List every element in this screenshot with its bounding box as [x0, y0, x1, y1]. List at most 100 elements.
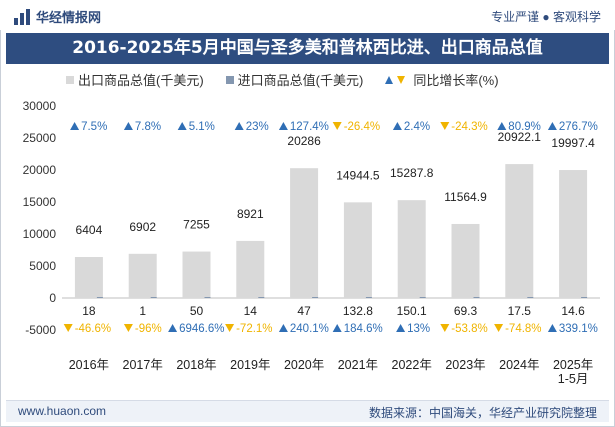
chart-title: 2016-2025年5月中国与圣多美和普林西比进、出口商品总值	[6, 33, 609, 64]
import-bar	[96, 297, 103, 298]
import-growth-label: 6946.6%	[179, 323, 224, 335]
export-bar	[236, 240, 265, 298]
legend-export-swatch	[66, 75, 74, 84]
export-growth-arrow-up	[70, 122, 80, 130]
legend-import: 进口商品总值(千美元)	[225, 70, 363, 89]
import-growth-label: 339.1%	[559, 323, 598, 335]
export-bar	[397, 200, 426, 298]
export-bar	[343, 202, 372, 298]
y-tick-label: 0	[49, 291, 56, 305]
import-growth-label: -96%	[135, 323, 162, 335]
export-growth-label: 5.1%	[189, 121, 215, 133]
import-value-label: 18	[82, 304, 96, 318]
export-growth-label: 80.9%	[508, 121, 541, 133]
y-tick-label: 5000	[29, 259, 56, 273]
export-growth-label: 23%	[246, 121, 269, 133]
import-value-label: 17.5	[508, 304, 532, 318]
import-growth-arrow-down	[494, 324, 504, 332]
import-growth-arrow-up	[396, 324, 406, 332]
export-growth-arrow-up	[392, 122, 402, 130]
import-growth-label: 240.1%	[290, 323, 329, 335]
import-growth-arrow-down	[123, 324, 133, 332]
legend-import-swatch	[225, 75, 234, 84]
import-bar	[150, 297, 157, 298]
import-bar	[527, 297, 534, 298]
x-tick-label: 2016年	[69, 358, 109, 372]
x-tick-label: 2017年	[123, 358, 163, 372]
export-growth-arrow-up	[234, 122, 244, 130]
chart-legend: 出口商品总值(千美元) 进口商品总值(千美元) 同比增长率(%)	[66, 70, 521, 89]
export-bar	[451, 223, 480, 298]
export-value-label: 15287.8	[390, 166, 434, 180]
x-tick-label: 2021年	[338, 358, 378, 372]
y-tick-label: 20000	[23, 163, 57, 177]
x-tick-label: 2025年	[553, 358, 593, 372]
bar-chart-logo-icon	[14, 8, 30, 25]
y-tick-label: -5000	[25, 323, 56, 337]
x-tick-label: 2020年	[284, 358, 324, 372]
import-growth-arrow-up	[547, 324, 557, 332]
footer-website: www.huaon.com	[18, 404, 107, 418]
legend-growth: 同比增长率(%)	[385, 70, 499, 89]
export-value-label: 14944.5	[336, 168, 380, 182]
export-growth-arrow-up	[497, 122, 507, 130]
export-growth-label: 2.4%	[404, 121, 430, 133]
legend-export-label: 出口商品总值(千美元)	[78, 73, 204, 88]
x-tick-label: 1-5月	[558, 372, 589, 386]
import-value-label: 1	[139, 304, 146, 318]
import-growth-label: -46.6%	[75, 323, 111, 335]
x-tick-label: 2024年	[499, 358, 539, 372]
export-value-label: 19997.4	[551, 136, 595, 150]
export-value-label: 8921	[237, 207, 264, 221]
export-value-label: 20922.1	[498, 130, 542, 144]
import-bar	[473, 297, 480, 298]
import-bar	[581, 297, 588, 298]
footer-source: 数据来源：中国海关，华经产业研究院整理	[368, 406, 597, 420]
export-value-label: 7255	[183, 218, 210, 232]
y-tick-label: 10000	[23, 227, 57, 241]
export-growth-label: 127.4%	[290, 121, 329, 133]
legend-growth-icon	[385, 75, 406, 84]
import-growth-label: 184.6%	[344, 323, 383, 335]
y-tick-label: 25000	[23, 131, 57, 145]
export-bar	[128, 253, 157, 298]
import-value-label: 132.8	[343, 304, 373, 318]
import-growth-arrow-down	[225, 324, 235, 332]
export-growth-label: 276.7%	[559, 121, 598, 133]
import-bar	[204, 297, 211, 298]
legend-growth-label: 同比增长率(%)	[413, 73, 499, 88]
x-tick-label: 2019年	[230, 358, 270, 372]
export-bar	[74, 257, 103, 298]
tagline: 专业严谨 ● 客观科学	[491, 10, 601, 24]
export-growth-arrow-up	[547, 122, 557, 130]
export-growth-arrow-down	[332, 122, 342, 130]
import-value-label: 14	[244, 304, 258, 318]
import-growth-arrow-up	[278, 324, 288, 332]
import-growth-label: -53.8%	[451, 323, 487, 335]
import-growth-arrow-down	[440, 324, 450, 332]
export-bar	[182, 251, 211, 298]
import-bar	[258, 297, 265, 298]
y-tick-label: 30000	[23, 99, 57, 113]
import-value-label: 150.1	[397, 304, 427, 318]
export-growth-arrow-up	[177, 122, 187, 130]
export-growth-label: -26.4%	[344, 121, 380, 133]
brand-name: 华经情报网	[36, 10, 102, 25]
export-value-label: 11564.9	[444, 190, 487, 204]
export-growth-label: 7.5%	[81, 121, 107, 133]
export-value-label: 6902	[129, 220, 156, 234]
export-growth-label: -24.3%	[451, 121, 487, 133]
y-tick-label: 15000	[23, 195, 57, 209]
top-bar: 华经情报网 专业严谨 ● 客观科学	[0, 0, 615, 30]
import-bar	[419, 297, 426, 298]
export-value-label: 20286	[287, 134, 321, 148]
import-growth-arrow-up	[332, 324, 342, 332]
import-bar	[365, 297, 372, 298]
x-tick-label: 2023年	[445, 358, 485, 372]
import-value-label: 14.6	[561, 304, 585, 318]
export-growth-label: 7.8%	[135, 121, 161, 133]
x-tick-label: 2018年	[176, 358, 216, 372]
chart-plot: -5000 0 5000 10000 15000 20000 25000 30000 6404 1…	[23, 99, 600, 386]
legend-export: 出口商品总值(千美元)	[66, 70, 204, 89]
x-tick-label: 2022年	[392, 358, 432, 372]
